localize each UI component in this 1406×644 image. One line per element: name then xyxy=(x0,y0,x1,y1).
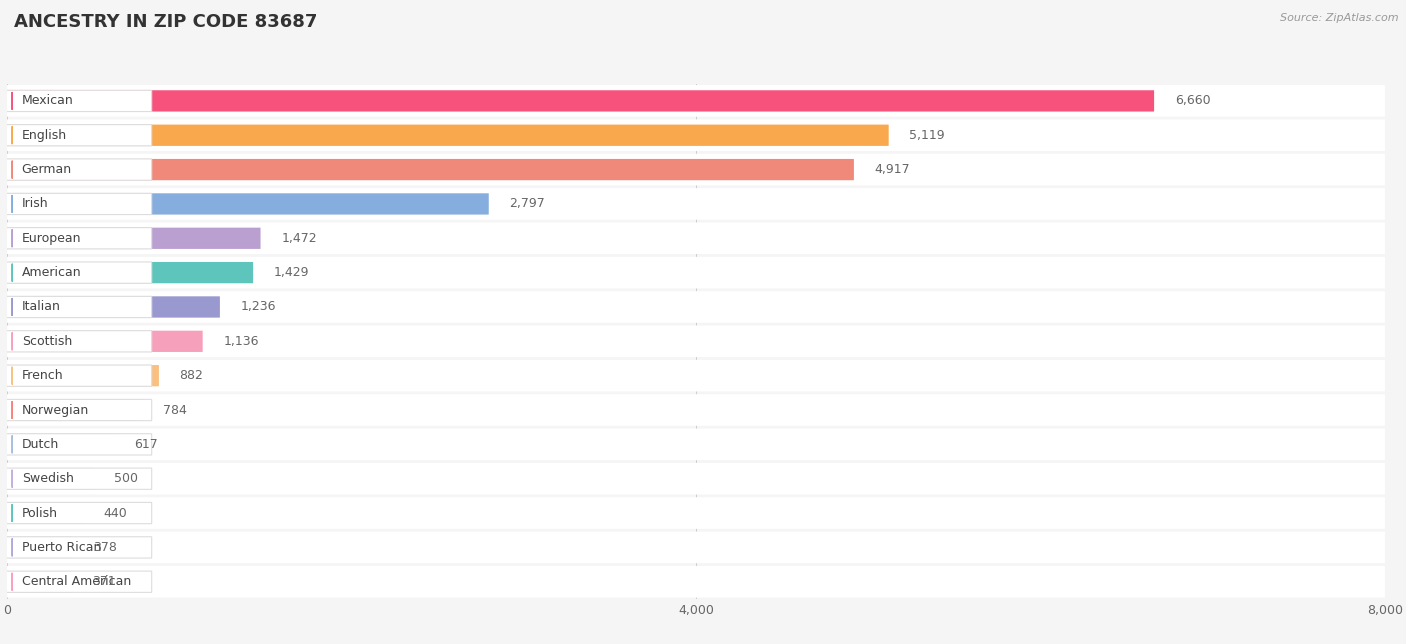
FancyBboxPatch shape xyxy=(1,193,152,214)
FancyBboxPatch shape xyxy=(7,296,219,317)
Text: 1,136: 1,136 xyxy=(224,335,259,348)
FancyBboxPatch shape xyxy=(7,365,159,386)
Text: 500: 500 xyxy=(114,472,138,485)
FancyBboxPatch shape xyxy=(1,262,152,283)
FancyBboxPatch shape xyxy=(7,159,853,180)
Text: 378: 378 xyxy=(93,541,117,554)
FancyBboxPatch shape xyxy=(7,124,889,146)
Text: European: European xyxy=(21,232,82,245)
FancyBboxPatch shape xyxy=(7,497,1385,529)
FancyBboxPatch shape xyxy=(7,85,1385,117)
Text: Norwegian: Norwegian xyxy=(21,404,89,417)
Text: Puerto Rican: Puerto Rican xyxy=(21,541,101,554)
Text: Central American: Central American xyxy=(21,575,131,588)
Text: 4,917: 4,917 xyxy=(875,163,910,176)
FancyBboxPatch shape xyxy=(7,154,1385,185)
FancyBboxPatch shape xyxy=(7,394,1385,426)
FancyBboxPatch shape xyxy=(7,330,202,352)
FancyBboxPatch shape xyxy=(7,571,70,592)
FancyBboxPatch shape xyxy=(7,188,1385,220)
Text: American: American xyxy=(21,266,82,279)
FancyBboxPatch shape xyxy=(7,468,93,489)
FancyBboxPatch shape xyxy=(7,119,1385,151)
Text: 440: 440 xyxy=(104,507,127,520)
FancyBboxPatch shape xyxy=(7,291,1385,323)
FancyBboxPatch shape xyxy=(1,296,152,317)
FancyBboxPatch shape xyxy=(7,463,1385,495)
Text: 784: 784 xyxy=(163,404,187,417)
Text: French: French xyxy=(21,369,63,382)
FancyBboxPatch shape xyxy=(7,531,1385,564)
FancyBboxPatch shape xyxy=(7,502,83,524)
FancyBboxPatch shape xyxy=(7,257,1385,289)
FancyBboxPatch shape xyxy=(1,330,152,352)
FancyBboxPatch shape xyxy=(7,227,260,249)
FancyBboxPatch shape xyxy=(1,502,152,524)
Text: 1,429: 1,429 xyxy=(274,266,309,279)
FancyBboxPatch shape xyxy=(1,399,152,421)
Text: English: English xyxy=(21,129,67,142)
Text: 1,236: 1,236 xyxy=(240,301,276,314)
FancyBboxPatch shape xyxy=(7,428,1385,460)
FancyBboxPatch shape xyxy=(1,571,152,592)
FancyBboxPatch shape xyxy=(7,360,1385,392)
FancyBboxPatch shape xyxy=(1,227,152,249)
Text: Source: ZipAtlas.com: Source: ZipAtlas.com xyxy=(1281,13,1399,23)
FancyBboxPatch shape xyxy=(1,536,152,558)
Text: Irish: Irish xyxy=(21,198,48,211)
FancyBboxPatch shape xyxy=(7,222,1385,254)
FancyBboxPatch shape xyxy=(1,159,152,180)
FancyBboxPatch shape xyxy=(7,262,253,283)
FancyBboxPatch shape xyxy=(1,124,152,146)
FancyBboxPatch shape xyxy=(7,433,114,455)
Text: Mexican: Mexican xyxy=(21,95,73,108)
FancyBboxPatch shape xyxy=(1,433,152,455)
Text: Scottish: Scottish xyxy=(21,335,72,348)
FancyBboxPatch shape xyxy=(7,90,1154,111)
FancyBboxPatch shape xyxy=(7,536,72,558)
Text: 882: 882 xyxy=(180,369,204,382)
FancyBboxPatch shape xyxy=(1,468,152,489)
FancyBboxPatch shape xyxy=(7,399,142,421)
FancyBboxPatch shape xyxy=(7,325,1385,357)
FancyBboxPatch shape xyxy=(7,566,1385,598)
FancyBboxPatch shape xyxy=(1,365,152,386)
Text: 2,797: 2,797 xyxy=(509,198,546,211)
Text: Swedish: Swedish xyxy=(21,472,73,485)
Text: ANCESTRY IN ZIP CODE 83687: ANCESTRY IN ZIP CODE 83687 xyxy=(14,13,318,31)
Text: Dutch: Dutch xyxy=(21,438,59,451)
Text: Italian: Italian xyxy=(21,301,60,314)
Text: 6,660: 6,660 xyxy=(1175,95,1211,108)
Text: German: German xyxy=(21,163,72,176)
FancyBboxPatch shape xyxy=(1,90,152,111)
Text: 371: 371 xyxy=(91,575,115,588)
Text: 617: 617 xyxy=(134,438,157,451)
FancyBboxPatch shape xyxy=(7,193,489,214)
Text: 5,119: 5,119 xyxy=(910,129,945,142)
Text: 1,472: 1,472 xyxy=(281,232,316,245)
Text: Polish: Polish xyxy=(21,507,58,520)
